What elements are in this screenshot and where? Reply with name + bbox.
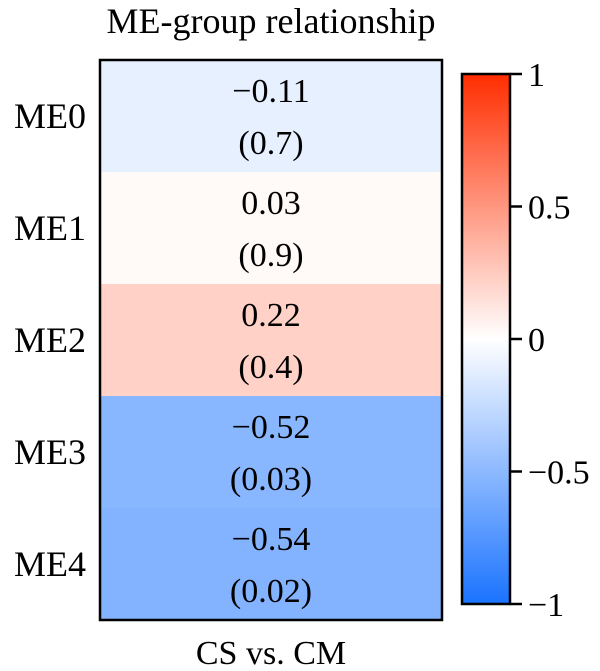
row-label-me0: ME0 <box>14 96 86 136</box>
colorbar <box>460 72 512 606</box>
row-label-me4: ME4 <box>14 544 86 584</box>
row-labels: ME0 ME1 ME2 ME3 ME4 <box>14 96 86 584</box>
p-value-label-me4: (0.02) <box>230 573 312 610</box>
heatmap-cell-me4 <box>100 508 442 621</box>
colorbar-tick-label-4: −1 <box>528 587 564 624</box>
colorbar-tick-label-3: −0.5 <box>528 455 590 492</box>
value-label-me3: −0.52 <box>232 409 311 446</box>
value-label-me2: 0.22 <box>241 297 301 334</box>
heatmap-cell-me0 <box>100 60 442 173</box>
value-label-me4: −0.54 <box>232 521 311 558</box>
row-label-me2: ME2 <box>14 320 86 360</box>
row-label-me3: ME3 <box>14 432 86 472</box>
p-value-label-me1: (0.9) <box>238 237 303 274</box>
heatmap-cell-me1 <box>100 172 442 285</box>
value-label-me0: −0.11 <box>232 73 309 110</box>
colorbar-ticks: 1 0.5 0 −0.5 −1 <box>510 57 590 624</box>
cell-labels: −0.11 (0.7) 0.03 (0.9) 0.22 (0.4) −0.52 (0.03) −… <box>230 73 312 610</box>
colorbar-tick-label-1: 0.5 <box>528 190 571 227</box>
colorbar-tick-label-0: 1 <box>528 57 545 94</box>
chart-title: ME-group relationship <box>107 1 436 41</box>
heatmap-cell-me2 <box>100 284 442 397</box>
p-value-label-me3: (0.03) <box>230 461 312 498</box>
colorbar-tick-label-2: 0 <box>528 322 545 359</box>
heatmap-cells <box>100 60 442 621</box>
column-label: CS vs. CM <box>196 635 346 671</box>
value-label-me1: 0.03 <box>241 185 301 222</box>
row-label-me1: ME1 <box>14 208 86 248</box>
p-value-label-me0: (0.7) <box>238 125 303 162</box>
heatmap-border <box>98 58 444 622</box>
heatmap-cell-me3 <box>100 396 442 509</box>
p-value-label-me2: (0.4) <box>238 349 303 386</box>
